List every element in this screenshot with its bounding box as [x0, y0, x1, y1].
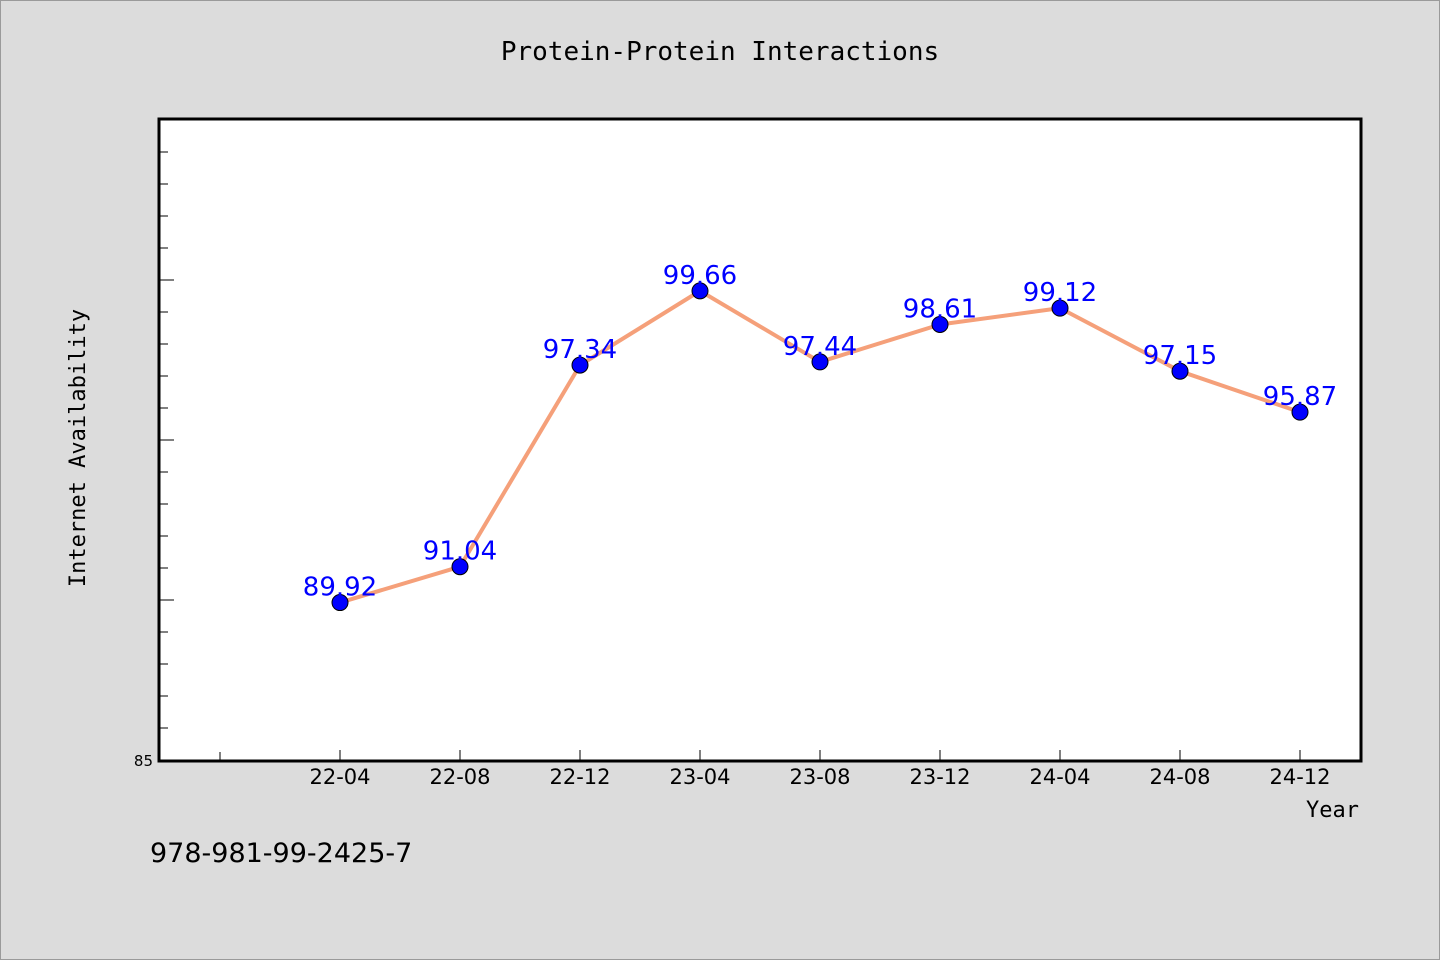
x-tick-label: 22-12	[549, 765, 610, 789]
data-label: 97.15	[1143, 341, 1217, 371]
data-label: 97.34	[543, 335, 617, 365]
y-axis-ticks	[160, 119, 174, 761]
x-axis-ticks: 22-04 22-08 22-12 23-04 23-08 23-12 24-04 24-08…	[219, 750, 1331, 789]
data-point-marker	[1291, 403, 1309, 421]
x-tick-label: 23-08	[789, 765, 850, 789]
chart-title: Protein-Protein Interactions	[501, 37, 939, 67]
data-point-marker	[571, 356, 589, 374]
data-labels: 89.92 91.04 97.34 99.66 97.44 98.61 99.12 97.15…	[303, 261, 1337, 603]
y-tick-label-85: 85	[134, 752, 153, 770]
data-point-marker	[691, 282, 709, 300]
data-label: 91.04	[423, 537, 497, 567]
data-point-marker	[931, 315, 949, 333]
x-tick-label: 24-08	[1149, 765, 1210, 789]
x-tick-label: 23-12	[909, 765, 970, 789]
data-markers	[331, 282, 1309, 612]
data-point-marker	[331, 594, 349, 612]
data-label: 99.12	[1023, 278, 1097, 308]
x-tick-label: 23-04	[669, 765, 730, 789]
x-tick-label: 22-04	[309, 765, 370, 789]
data-label: 89.92	[303, 573, 377, 603]
data-label: 99.66	[663, 261, 737, 291]
x-tick-label: 22-08	[429, 765, 490, 789]
data-label: 98.61	[903, 294, 977, 324]
y-axis-label: Internet Availability	[66, 309, 91, 587]
isbn-text: 978-981-99-2425-7	[150, 838, 412, 869]
data-label: 95.87	[1263, 382, 1337, 412]
data-label: 97.44	[783, 332, 857, 362]
data-point-marker	[811, 353, 829, 371]
x-tick-label: 24-12	[1269, 765, 1330, 789]
x-tick-label: 24-04	[1029, 765, 1090, 789]
x-axis-label: Year	[1306, 798, 1359, 823]
data-point-marker	[451, 558, 469, 576]
data-point-marker	[1051, 299, 1069, 317]
data-point-marker	[1171, 362, 1189, 380]
plot-area	[157, 117, 1363, 763]
